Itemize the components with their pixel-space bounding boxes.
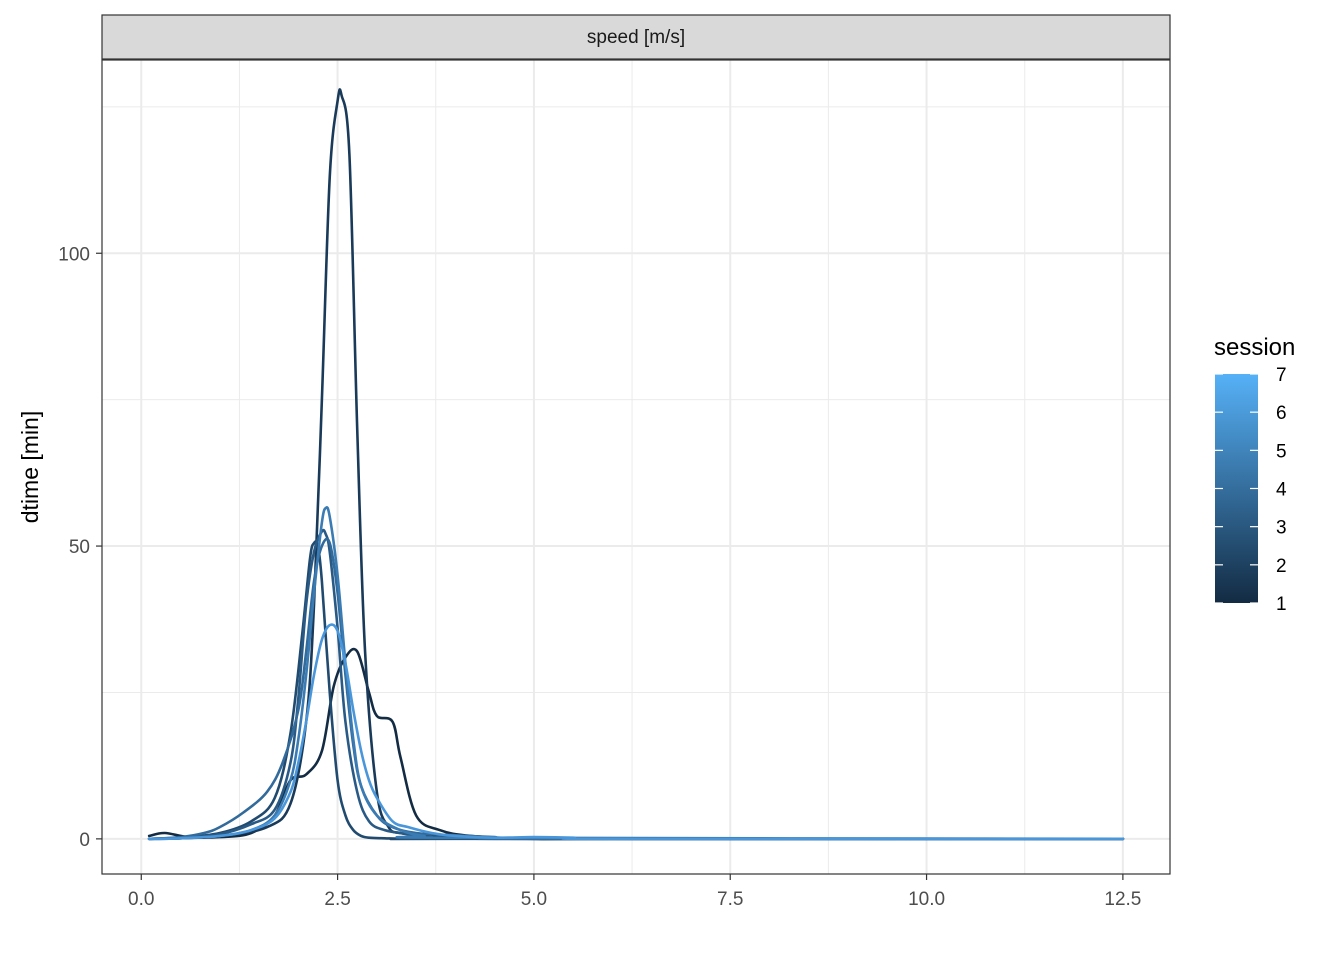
- x-tick-label: 7.5: [717, 889, 743, 910]
- series-line-session-7: [147, 623, 1125, 841]
- y-axis: 0 50 100: [58, 244, 102, 851]
- legend-label: 1: [1276, 594, 1287, 615]
- legend-title: session: [1214, 334, 1295, 361]
- legend: session 7 6 5 4 3 2 1: [1214, 334, 1295, 615]
- x-tick-label: 10.0: [908, 889, 945, 910]
- plot-panel-border: [101, 59, 1171, 875]
- series-layer: [147, 88, 1125, 841]
- plot-panel: [102, 60, 1170, 874]
- legend-label: 4: [1276, 480, 1287, 501]
- y-tick-label: 50: [69, 537, 90, 558]
- legend-label: 5: [1276, 441, 1287, 462]
- series-line-session-6: [147, 506, 1125, 841]
- legend-label: 6: [1276, 403, 1287, 424]
- x-tick-label: 2.5: [324, 889, 350, 910]
- facet-strip: [101, 14, 1171, 60]
- y-axis-title: dtime [min]: [17, 411, 43, 523]
- y-tick-label: 100: [58, 244, 90, 265]
- legend-label: 2: [1276, 556, 1287, 577]
- x-tick-label: 0.0: [128, 889, 154, 910]
- y-tick-label: 0: [79, 830, 90, 851]
- legend-ticks: 7 6 5 4 3 2 1: [1215, 365, 1287, 615]
- x-tick-label: 5.0: [521, 889, 547, 910]
- legend-label: 7: [1276, 365, 1287, 386]
- grid: [102, 60, 1170, 874]
- facet-strip-label: speed [m/s]: [587, 27, 685, 48]
- legend-label: 3: [1276, 518, 1287, 539]
- x-axis: 0.0 2.5 5.0 7.5 10.0 12.5: [128, 874, 1141, 910]
- x-tick-label: 12.5: [1104, 889, 1141, 910]
